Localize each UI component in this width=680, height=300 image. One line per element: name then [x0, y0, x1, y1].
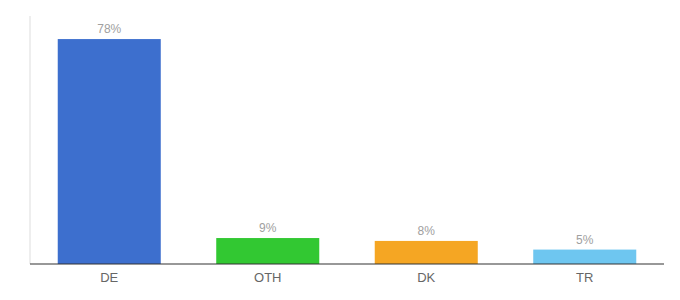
bars [58, 39, 637, 264]
data-label: 78% [97, 22, 121, 36]
chart-svg: DE OTH DK TR 78% 9% 8% 5% [0, 0, 680, 300]
data-labels: 78% 9% 8% 5% [97, 22, 594, 247]
bar [375, 241, 478, 264]
page: {"chart_data": {"type": "bar", "categori… [0, 0, 680, 300]
x-axis-line [30, 263, 664, 264]
data-label: 8% [418, 224, 436, 238]
y-axis [30, 16, 31, 264]
bar [533, 250, 636, 264]
data-label: 9% [259, 221, 277, 235]
bar [58, 39, 161, 264]
y-axis-line [30, 16, 31, 264]
x-axis: DE OTH DK TR [30, 264, 664, 285]
chart-container: DE OTH DK TR 78% 9% 8% 5% [0, 0, 680, 300]
x-tick-label: DK [417, 270, 435, 285]
x-tick-label: DE [100, 270, 118, 285]
data-label: 5% [576, 233, 594, 247]
x-tick-label: OTH [254, 270, 281, 285]
bar [216, 238, 319, 264]
x-tick-label: TR [576, 270, 593, 285]
